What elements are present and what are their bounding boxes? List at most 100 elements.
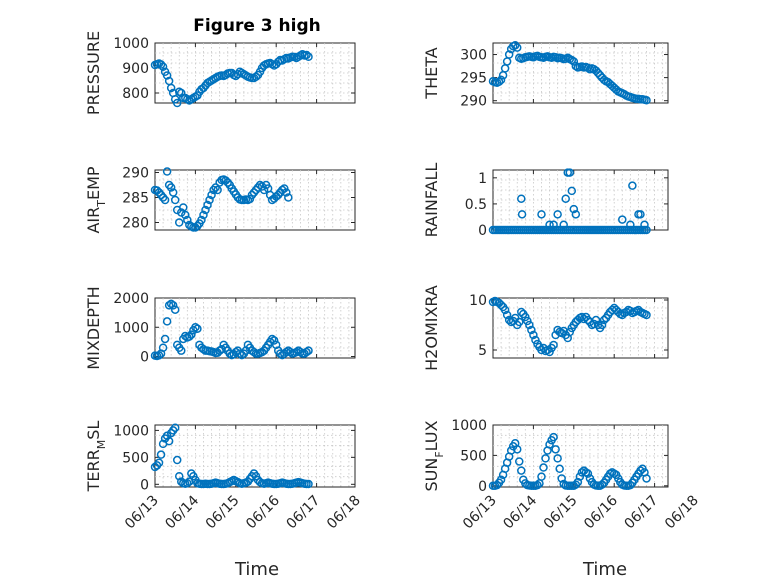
y-tick-label-theta: 300 bbox=[460, 48, 487, 64]
x-tick-label-sunflux: 06/16 bbox=[581, 492, 621, 532]
data-point-sunflux bbox=[539, 463, 548, 472]
data-point-terrmsl bbox=[183, 478, 192, 488]
data-point-h2omixra bbox=[549, 340, 558, 350]
x-tick-label-terrmsl: 06/15 bbox=[203, 493, 243, 533]
y-tick-label-theta: 295 bbox=[460, 71, 487, 87]
data-point-h2omixra bbox=[626, 306, 635, 316]
y-axis-label-rainfall: RAINFALL bbox=[422, 163, 441, 238]
data-point-theta bbox=[494, 77, 504, 87]
data-point-theta bbox=[510, 41, 520, 50]
data-point-airtemp bbox=[160, 195, 170, 205]
data-point-sunflux bbox=[575, 472, 585, 481]
data-point-h2omixra bbox=[591, 315, 601, 325]
markers-mixdepth bbox=[150, 299, 313, 361]
data-point-rainfall bbox=[569, 204, 579, 214]
data-point-airtemp bbox=[166, 183, 176, 192]
data-point-sunflux bbox=[573, 477, 583, 487]
y-axis-label-theta: THETA bbox=[422, 47, 441, 99]
data-point-h2omixra bbox=[597, 320, 607, 330]
data-point-airtemp bbox=[181, 210, 190, 220]
y-axis-label-airtemp: AIRTEMP bbox=[84, 166, 108, 233]
y-tick-label-mixdepth: 1000 bbox=[113, 320, 149, 336]
data-point-mixdepth bbox=[267, 334, 277, 344]
data-point-h2omixra bbox=[599, 315, 609, 325]
data-point-airtemp bbox=[280, 184, 289, 193]
panel-sunflux: 0 500 1000 06/13 06/14 06/15 06/16 06/17 06/18 SU… bbox=[422, 418, 702, 532]
data-point-sunflux bbox=[533, 480, 542, 490]
data-point-h2omixra bbox=[583, 315, 593, 325]
y-axis-label-sunflux: SUNFLUX bbox=[422, 420, 446, 491]
data-point-pressure bbox=[172, 98, 182, 108]
y-tick-label-h2omixra: 5 bbox=[478, 343, 487, 359]
data-point-h2omixra bbox=[529, 330, 538, 340]
data-point-airtemp bbox=[199, 210, 208, 220]
panel-airtemp: 280 285 290 AIRTEMP bbox=[84, 166, 356, 234]
y-tick-label-airtemp: 280 bbox=[122, 216, 149, 232]
data-point-pressure bbox=[304, 52, 313, 61]
data-point-rainfall bbox=[565, 168, 575, 177]
data-point-h2omixra bbox=[521, 312, 530, 322]
data-point-sunflux bbox=[557, 474, 566, 483]
data-point-mixdepth bbox=[187, 330, 196, 339]
data-point-airtemp bbox=[162, 167, 172, 176]
data-point-terrmsl bbox=[170, 423, 180, 432]
data-point-mixdepth bbox=[191, 323, 200, 332]
data-point-sunflux bbox=[555, 464, 564, 474]
y-tick-label-sunflux: 500 bbox=[460, 448, 487, 464]
data-point-pressure bbox=[251, 72, 261, 81]
data-point-rainfall bbox=[640, 220, 649, 230]
data-point-mixdepth bbox=[160, 334, 170, 344]
y-tick-label-sunflux: 0 bbox=[478, 479, 487, 495]
y-tick-label-rainfall: 0 bbox=[478, 223, 487, 239]
data-point-rainfall bbox=[626, 220, 635, 230]
x-axis-label-left: Time bbox=[234, 559, 279, 580]
data-point-terrmsl bbox=[174, 471, 184, 481]
data-point-h2omixra bbox=[537, 345, 546, 355]
data-point-sunflux bbox=[583, 469, 593, 478]
panel-theta: 290 295 300 THETA bbox=[422, 41, 669, 110]
data-point-mixdepth bbox=[296, 347, 305, 357]
data-point-mixdepth bbox=[193, 324, 202, 333]
grid-theta bbox=[493, 43, 668, 103]
markers-pressure bbox=[150, 50, 313, 108]
x-tick-label-terrmsl: 06/16 bbox=[243, 492, 283, 532]
data-point-mixdepth bbox=[304, 346, 313, 355]
data-point-mixdepth bbox=[166, 299, 176, 309]
x-tick-label-terrmsl: 06/18 bbox=[324, 493, 364, 533]
data-point-airtemp bbox=[179, 203, 188, 212]
markers-rainfall bbox=[488, 168, 651, 235]
y-tick-label-airtemp: 285 bbox=[122, 191, 149, 207]
data-point-airtemp bbox=[255, 180, 265, 190]
data-point-pressure bbox=[166, 83, 176, 93]
y-tick-label-rainfall: 0.5 bbox=[465, 197, 487, 213]
y-axis-label-pressure: PRESSURE bbox=[84, 31, 103, 115]
data-point-sunflux bbox=[537, 472, 546, 481]
data-point-h2omixra bbox=[543, 345, 552, 355]
data-point-airtemp bbox=[259, 185, 269, 195]
data-point-rainfall bbox=[571, 210, 581, 219]
data-point-sunflux bbox=[492, 480, 502, 490]
data-point-rainfall bbox=[537, 210, 546, 219]
data-point-airtemp bbox=[245, 194, 255, 204]
data-point-pressure bbox=[177, 88, 186, 98]
data-point-rainfall bbox=[517, 210, 527, 219]
data-point-mixdepth bbox=[162, 317, 172, 326]
y-tick-label-pressure: 1000 bbox=[113, 36, 149, 52]
y-tick-label-mixdepth: 2000 bbox=[113, 291, 149, 307]
data-point-mixdepth bbox=[302, 347, 311, 357]
data-point-airtemp bbox=[168, 188, 178, 197]
data-point-sunflux bbox=[549, 432, 558, 442]
y-tick-label-mixdepth: 0 bbox=[140, 350, 149, 366]
data-point-h2omixra bbox=[525, 320, 534, 330]
data-point-airtemp bbox=[203, 200, 212, 210]
y-tick-label-theta: 290 bbox=[460, 94, 487, 110]
data-point-theta bbox=[496, 75, 506, 85]
data-point-rainfall bbox=[567, 186, 577, 196]
data-point-h2omixra bbox=[496, 300, 506, 310]
y-tick-label-pressure: 900 bbox=[122, 61, 149, 77]
y-axis-label-h2omixra: H2OMIXRA bbox=[422, 285, 441, 371]
y-tick-label-terrmsl: 0 bbox=[140, 477, 149, 493]
panel-pressure: 800 900 1000 PRESSURE bbox=[84, 31, 356, 115]
data-point-airtemp bbox=[197, 215, 206, 225]
data-point-terrmsl bbox=[156, 450, 166, 459]
